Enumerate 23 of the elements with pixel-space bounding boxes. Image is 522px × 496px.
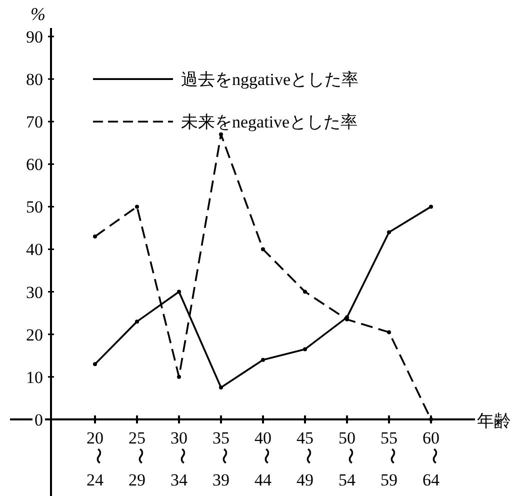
y-tick-label: 60 [26,155,43,174]
legend-label: 未来をnegativeとした率 [181,112,358,132]
x-tick-label: 20 〜 24 [86,428,108,490]
y-tick-label: 50 [26,198,43,217]
x-tick-label: 45 〜 49 [296,428,318,490]
y-tick-label: 90 [26,28,43,47]
x-tick-label: 30 〜 34 [170,428,192,490]
x-tick-label: 50 〜 54 [338,428,360,490]
x-tick-label: 40 〜 44 [254,428,276,490]
y-tick-label: 10 [26,368,43,387]
y-tick-label: 30 [26,282,43,302]
y-tick-label: 20 [26,325,43,344]
x-tick-label: 60 〜 64 [422,428,444,490]
legend-label: 過去をnggativeとした率 [181,70,359,90]
y-tick-label: 70 [26,112,43,132]
x-tick-label: 55 〜 59 [380,428,402,490]
x-tick-label: 25 〜 29 [128,428,150,490]
x-tick-label: 35 〜 39 [212,428,234,490]
y-tick-label: 40 [26,240,43,260]
y-axis-title: % [30,4,46,24]
x-axis-title: 年齢 [477,411,511,430]
y-tick-label: 80 [26,70,43,90]
y-tick-label: 0 [34,410,43,430]
